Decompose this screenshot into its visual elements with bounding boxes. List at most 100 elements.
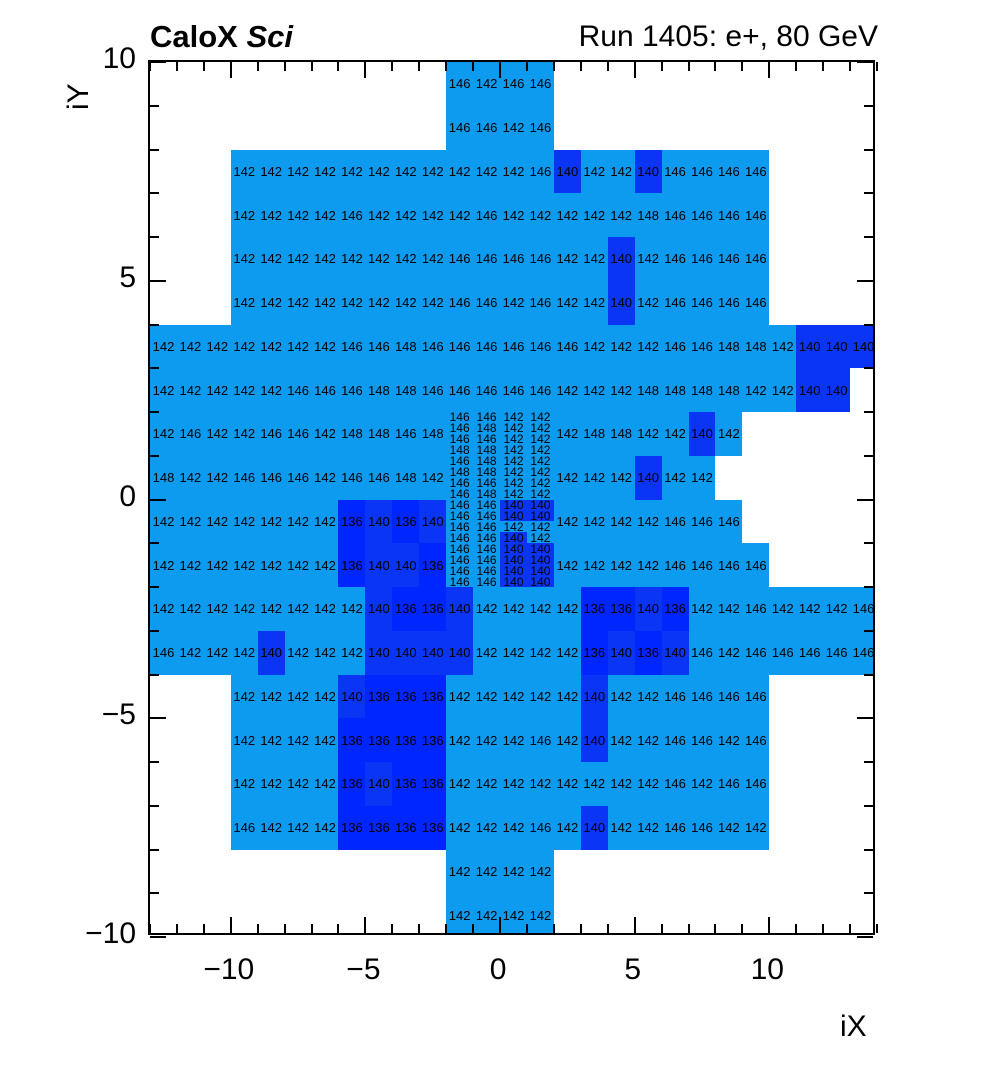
cell-value: 146: [529, 163, 552, 179]
heatmap-cell-fine: 148: [446, 466, 474, 478]
heatmap-cell: 142: [284, 762, 312, 806]
cell-value: 136: [341, 820, 363, 836]
heatmap-cell: 142: [473, 805, 501, 850]
cell-value: 142: [744, 820, 767, 836]
heatmap-cell: 142: [338, 630, 366, 675]
cell-value: 146: [664, 295, 686, 311]
heatmap-cell: 142: [688, 455, 716, 500]
cell-value: 142: [314, 688, 336, 704]
cell-value: 140: [852, 338, 873, 354]
heatmap-cell: 142: [500, 193, 527, 237]
heatmap-cell: 142: [715, 805, 743, 850]
cell-value: 148: [476, 455, 497, 467]
heatmap-cell: 140: [392, 630, 420, 675]
cell-value: 146: [664, 338, 686, 354]
cell-value: 142: [206, 382, 229, 398]
x-axis-tick: [418, 62, 421, 71]
cell-value: 142: [503, 477, 524, 489]
cell-value: 142: [771, 601, 794, 617]
cell-value: 142: [529, 601, 552, 617]
heatmap-cell-fine: 146: [446, 422, 474, 434]
cell-value: 142: [664, 470, 686, 486]
heatmap-cell-fine: 146: [473, 532, 501, 544]
cell-value: 146: [394, 426, 417, 442]
heatmap-cell: 142: [715, 587, 743, 631]
cell-value: 148: [394, 382, 417, 398]
heatmap-cell-fine: 142: [526, 521, 554, 533]
y-axis-title: iY: [62, 83, 95, 110]
heatmap-cell-fine: 146: [473, 499, 501, 511]
cell-value: 142: [503, 521, 524, 533]
heatmap-cell: 142: [203, 543, 231, 587]
heatmap-cell: 136: [338, 762, 366, 806]
heatmap-cell: 142: [500, 674, 527, 719]
heatmap-cell-fine: 146: [473, 510, 501, 522]
cell-value: 142: [179, 601, 202, 617]
cell-value: 142: [260, 776, 283, 792]
heatmap-cell: 146: [661, 718, 689, 762]
cell-value: 142: [637, 820, 659, 836]
heatmap-cell: 140: [850, 324, 873, 369]
cell-value: 146: [502, 251, 525, 267]
heatmap-cell: 136: [419, 805, 447, 850]
cell-value: 146: [691, 732, 713, 748]
cell-value: 146: [852, 645, 873, 661]
x-axis-tick: [876, 62, 878, 71]
heatmap-cell: 142: [742, 805, 770, 850]
heatmap-cell-fine: 148: [473, 455, 501, 467]
cell-value: 142: [448, 776, 471, 792]
heatmap-cell: 142: [311, 762, 339, 806]
x-axis-tick: [472, 924, 475, 933]
heatmap-cell: 136: [580, 630, 608, 675]
heatmap-cell: 140: [580, 718, 608, 762]
heatmap-cell: 142: [473, 149, 501, 194]
x-axis-tick: [606, 62, 609, 71]
heatmap-cell-fine: 142: [500, 455, 527, 467]
y-axis-tick: [150, 454, 159, 457]
subtitle-label: Sci: [238, 19, 293, 54]
heatmap-cell: 146: [661, 499, 689, 544]
heatmap-cell-fine: 142: [526, 488, 554, 500]
cell-value: 142: [637, 776, 659, 792]
cell-value: 146: [691, 338, 713, 354]
y-axis-tick: [857, 279, 873, 282]
heatmap-cell-fine: 142: [526, 532, 554, 544]
heatmap-cell: 142: [150, 499, 177, 544]
heatmap-cell: 142: [473, 849, 501, 894]
x-axis-tick: [391, 62, 394, 71]
cell-value: 140: [368, 776, 390, 792]
heatmap-cell: 146: [688, 324, 716, 369]
heatmap-cell: 142: [338, 587, 366, 631]
cell-value: 142: [152, 426, 175, 442]
heatmap-cell: 142: [553, 630, 581, 675]
heatmap-cell: 142: [715, 630, 743, 675]
heatmap-cell: 142: [553, 762, 581, 806]
x-axis-tick: [337, 62, 340, 71]
cell-value: 146: [556, 338, 579, 354]
cell-value: 148: [476, 466, 497, 478]
heatmap-cell: 142: [580, 237, 608, 281]
cell-value: 136: [421, 776, 444, 792]
cell-value: 142: [314, 251, 336, 267]
cell-value: 142: [610, 732, 633, 748]
y-axis-tick: [150, 717, 166, 720]
cell-value: 142: [475, 163, 498, 179]
cell-value: 146: [421, 382, 444, 398]
y-axis-tick: [150, 892, 159, 895]
cell-value: 142: [502, 863, 525, 879]
heatmap-cell: 142: [526, 193, 554, 237]
heatmap-cell: 146: [446, 324, 474, 369]
cell-value: 142: [502, 688, 525, 704]
cell-value: 136: [394, 601, 417, 617]
heatmap-cell: 140: [446, 587, 474, 631]
heatmap-cell-fine: 142: [500, 433, 527, 445]
heatmap-cell: 142: [500, 718, 527, 762]
x-axis-tick: [552, 924, 555, 933]
heatmap-cell: 142: [553, 412, 581, 456]
heatmap-cell: 142: [688, 762, 716, 806]
x-axis-tick: [795, 924, 798, 933]
cell-value: 148: [449, 444, 470, 456]
heatmap-cell: 136: [338, 718, 366, 762]
y-axis-tick: [864, 892, 873, 895]
cell-value: 148: [476, 422, 497, 434]
